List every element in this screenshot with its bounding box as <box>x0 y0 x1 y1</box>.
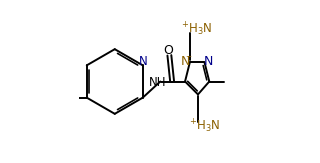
Text: O: O <box>164 44 173 57</box>
Text: N: N <box>181 55 190 68</box>
Text: $^{+}$H$_3$N: $^{+}$H$_3$N <box>189 117 221 135</box>
Text: N: N <box>204 55 213 68</box>
Text: N: N <box>139 55 148 68</box>
Text: $^{-}$: $^{-}$ <box>185 54 192 64</box>
Text: $^{+}$H$_3$N: $^{+}$H$_3$N <box>181 20 213 38</box>
Text: NH: NH <box>149 76 167 89</box>
